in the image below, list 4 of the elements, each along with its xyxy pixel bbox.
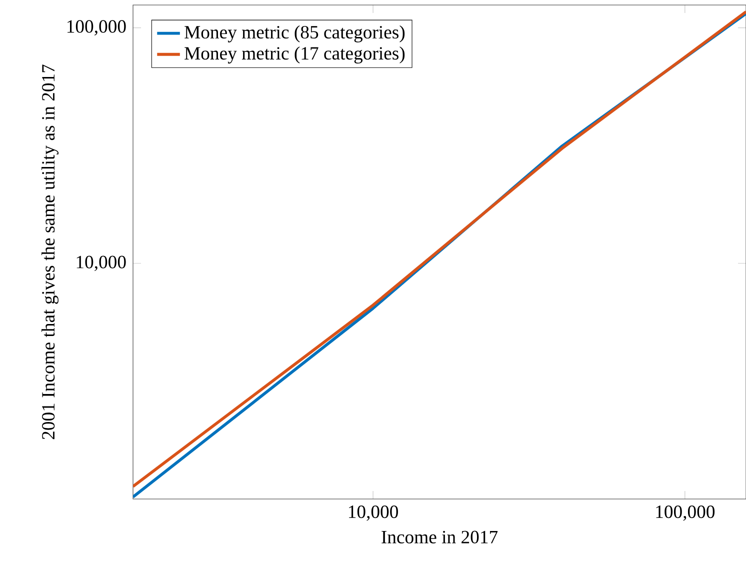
legend-label: Money metric (17 categories) [184,46,405,64]
legend-label: Money metric (85 categories) [184,25,405,42]
y-axis-title: 2001 Income that gives the same utility as in 2017 [41,64,58,440]
x-axis-title: Income in 2017 [382,530,498,544]
